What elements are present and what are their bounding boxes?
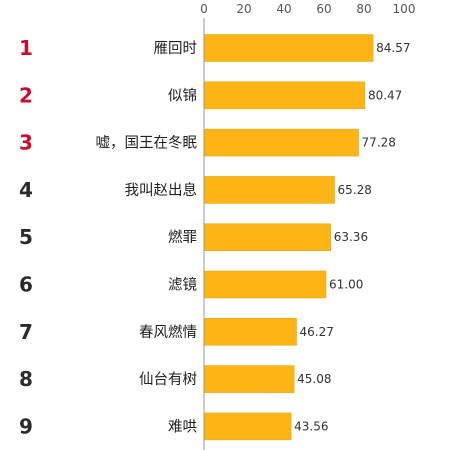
value-label: 45.08	[297, 372, 331, 386]
category-label: 春风燃情	[139, 323, 197, 341]
category-label: 嘘，国王在冬眠	[96, 135, 198, 152]
bar	[204, 223, 331, 251]
category-label: 似锦	[168, 87, 197, 104]
chart-row: 4 我叫赵出息 65.28	[19, 176, 372, 204]
chart-row: 8 仙台有树 45.08	[19, 365, 332, 393]
category-label: 燃罪	[168, 228, 197, 246]
rank-label: 1	[19, 36, 33, 60]
category-label: 滤镜	[168, 276, 197, 294]
rank-label: 7	[19, 320, 33, 344]
value-label: 63.36	[334, 230, 368, 244]
bar	[204, 128, 359, 157]
x-axis: 0 20 40 60 80 100	[200, 2, 415, 450]
value-label: 46.27	[300, 325, 334, 339]
x-tick-label: 60	[316, 2, 331, 16]
value-label: 77.28	[362, 136, 396, 150]
category-label: 难哄	[168, 418, 197, 435]
chart-rows: 1 雁回时 84.57 2 似锦 80.47 3 嘘，国王在冬眠 77.28 4 我叫赵出息 65.2…	[19, 34, 410, 441]
bar	[204, 412, 292, 441]
rank-label: 8	[19, 367, 33, 391]
x-tick-label: 80	[356, 2, 371, 16]
rank-label: 4	[19, 178, 33, 202]
bar	[204, 34, 374, 62]
bar	[204, 176, 335, 204]
bar	[204, 318, 297, 346]
chart-row: 1 雁回时 84.57	[19, 34, 410, 62]
chart-row: 9 难哄 43.56	[19, 412, 328, 441]
x-tick-label: 0	[200, 2, 208, 16]
category-label: 我叫赵出息	[125, 182, 198, 199]
chart-row: 3 嘘，国王在冬眠 77.28	[19, 128, 396, 157]
x-tick-label: 20	[236, 2, 251, 16]
chart-row: 2 似锦 80.47	[19, 81, 402, 110]
rank-label: 2	[19, 83, 33, 107]
value-label: 84.57	[376, 41, 410, 55]
value-label: 65.28	[338, 183, 372, 197]
rank-label: 6	[19, 273, 33, 297]
bar	[204, 270, 327, 299]
x-tick-label: 40	[276, 2, 291, 16]
category-label: 仙台有树	[139, 371, 197, 388]
value-label: 43.56	[294, 419, 328, 433]
chart-row: 6 滤镜 61.00	[19, 270, 363, 299]
rank-label: 5	[19, 225, 33, 249]
value-label: 61.00	[329, 278, 363, 292]
chart-row: 5 燃罪 63.36	[19, 223, 368, 251]
bar	[204, 81, 366, 110]
x-tick-label: 100	[393, 2, 416, 16]
chart-row: 7 春风燃情 46.27	[19, 318, 334, 346]
rank-label: 9	[19, 414, 33, 438]
value-label: 80.47	[368, 88, 402, 102]
category-label: 雁回时	[154, 40, 198, 57]
rank-label: 3	[19, 131, 33, 155]
bar	[204, 365, 295, 393]
